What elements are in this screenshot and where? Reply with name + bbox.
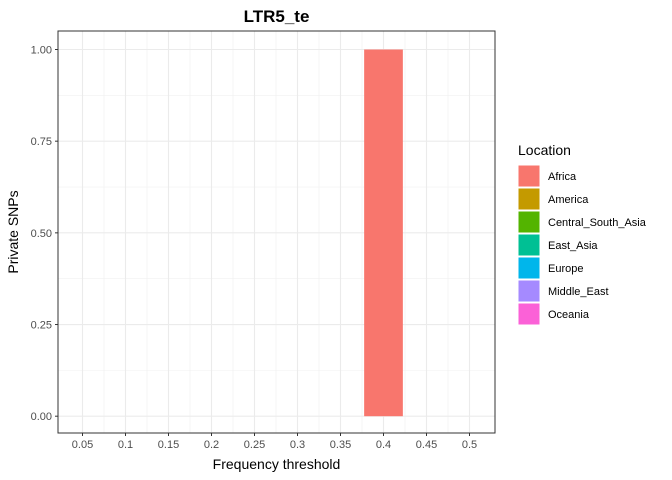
legend-label: East_Asia [548,240,598,252]
legend-label: Central_South_Asia [548,217,647,229]
legend-swatch [517,187,541,211]
legend-swatch [517,233,541,257]
legend-swatch [517,164,541,188]
y-tick-label: 0.00 [31,411,52,423]
y-tick-label: 0.25 [31,320,52,332]
legend-label: Europe [548,263,583,275]
legend-item-europe: Europe [517,256,583,280]
x-tick-label: 0.35 [330,439,351,451]
x-tick-label: 0.45 [416,439,437,451]
legend-item-east_asia: East_Asia [517,233,598,257]
legend: Location Africa America Central_South_Asia… [517,142,647,326]
y-tick-label: 0.75 [31,136,52,148]
legend-item-africa: Africa [517,164,577,188]
legend-item-oceania: Oceania [517,302,590,326]
legend-label: America [548,194,589,206]
legend-label: Middle_East [548,286,609,298]
x-tick-label: 0.4 [376,439,391,451]
plot-panel-border [57,30,496,434]
y-tick-label: 0.50 [31,228,52,240]
x-tick-label: 0.3 [290,439,305,451]
legend-swatch [517,302,541,326]
x-tick-label: 0.2 [204,439,219,451]
x-axis-title: Frequency threshold [213,456,341,472]
legend-label: Oceania [548,309,590,321]
x-tick-label: 0.05 [72,439,93,451]
bars [364,49,403,417]
legend-swatch [517,210,541,234]
legend-label: Africa [548,171,577,183]
legend-item-middle_east: Middle_East [517,279,609,303]
x-tick-label: 0.5 [462,439,477,451]
y-axis-title: Private SNPs [5,190,21,273]
chart-title: LTR5_te [244,7,310,26]
axes: 0.00 0.25 0.50 0.75 1.00 0.05 0.1 0.15 0.2 0.25 0.… [31,45,478,452]
x-tick-label: 0.25 [244,439,265,451]
legend-swatch [517,279,541,303]
legend-title: Location [518,142,571,158]
bar-africa-0.4 [364,49,403,417]
legend-item-america: America [517,187,589,211]
y-tick-label: 1.00 [31,45,52,57]
x-tick-label: 0.15 [158,439,179,451]
legend-swatch [517,256,541,280]
x-tick-label: 0.1 [118,439,133,451]
legend-item-central_south_asia: Central_South_Asia [517,210,647,234]
